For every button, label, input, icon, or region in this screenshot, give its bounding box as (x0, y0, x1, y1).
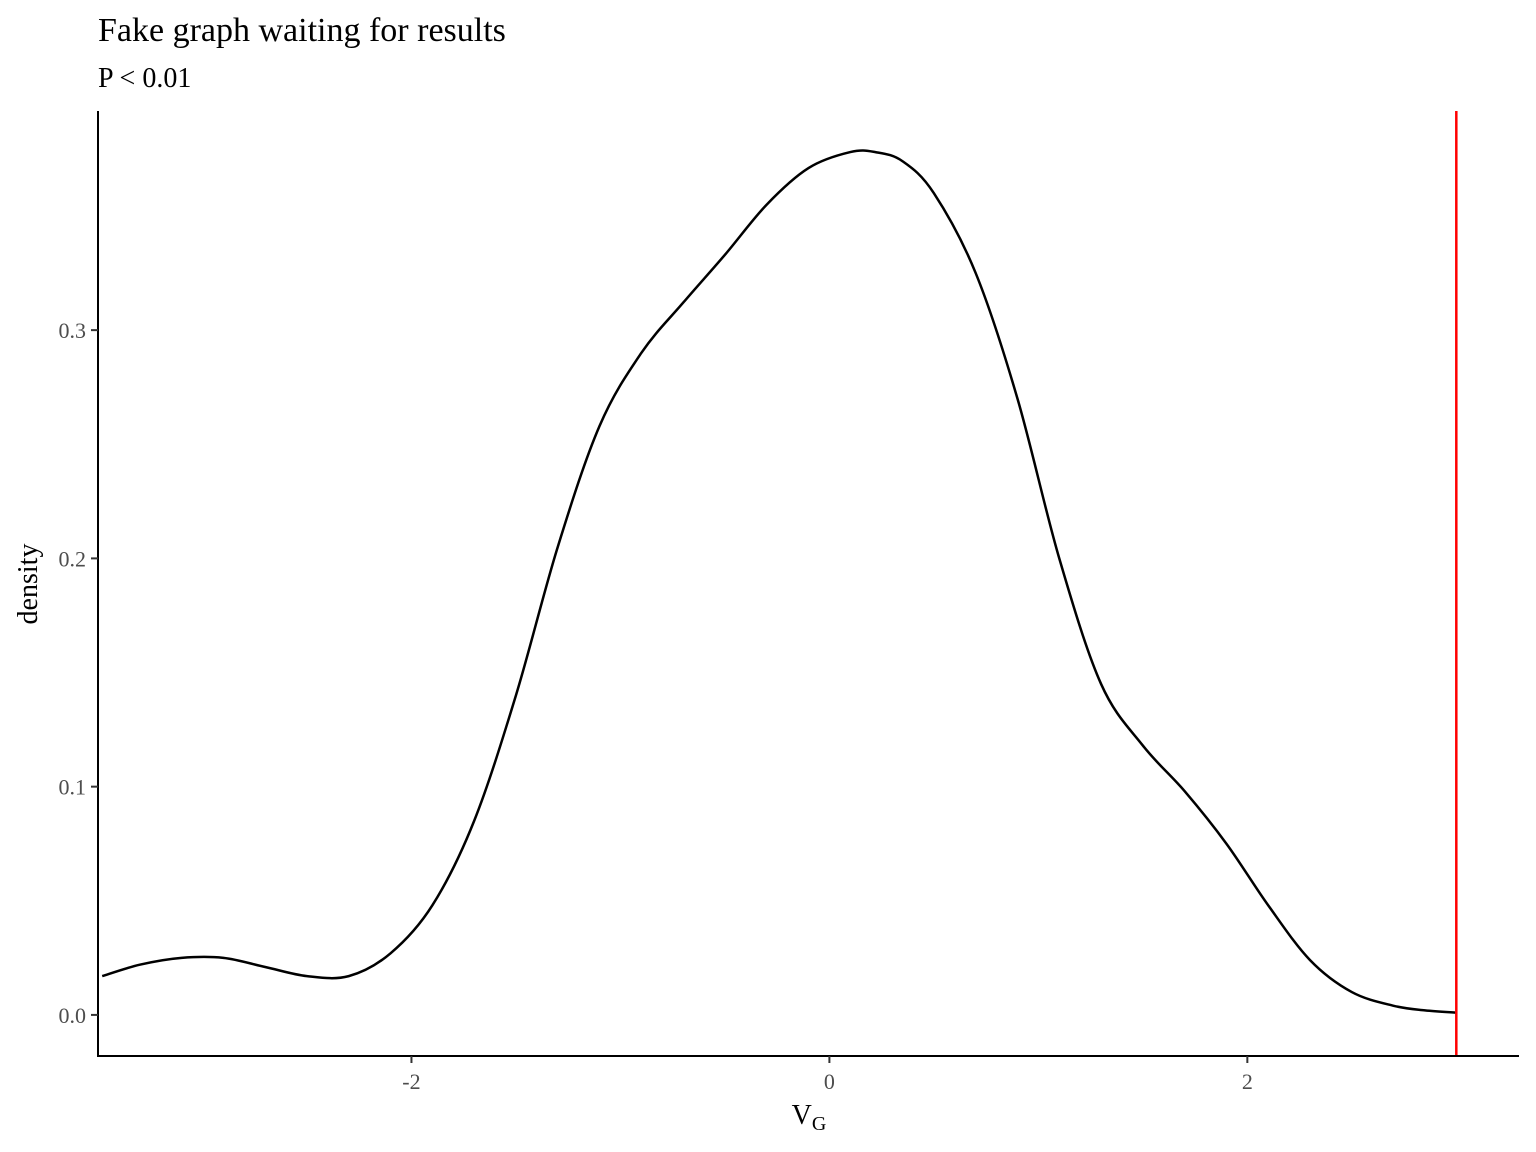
density-curve-0 (101, 149, 1457, 1014)
y-axis-ticks: 0.0 0.1 0.2 0.3 (59, 318, 98, 1028)
plot-area (101, 111, 1458, 1056)
y-axis-title: density (13, 544, 44, 625)
x-axis-title: VG (792, 1100, 827, 1135)
y-tick-label-0: 0.0 (59, 1003, 87, 1028)
y-tick-label-3: 0.3 (59, 318, 87, 343)
y-tick-label-2: 0.2 (59, 546, 87, 571)
x-tick-label-1: 0 (824, 1069, 835, 1094)
chart-subtitle: P < 0.01 (98, 63, 191, 94)
chart-title: Fake graph waiting for results (98, 12, 506, 49)
x-tick-label-0: -2 (402, 1069, 420, 1094)
y-tick-label-1: 0.1 (59, 775, 87, 800)
x-axis-ticks: -2 0 2 (402, 1056, 1253, 1094)
x-tick-label-2: 2 (1242, 1069, 1253, 1094)
x-axis-title-subscript: G (812, 1113, 826, 1135)
x-axis-title-main: V (792, 1100, 812, 1131)
